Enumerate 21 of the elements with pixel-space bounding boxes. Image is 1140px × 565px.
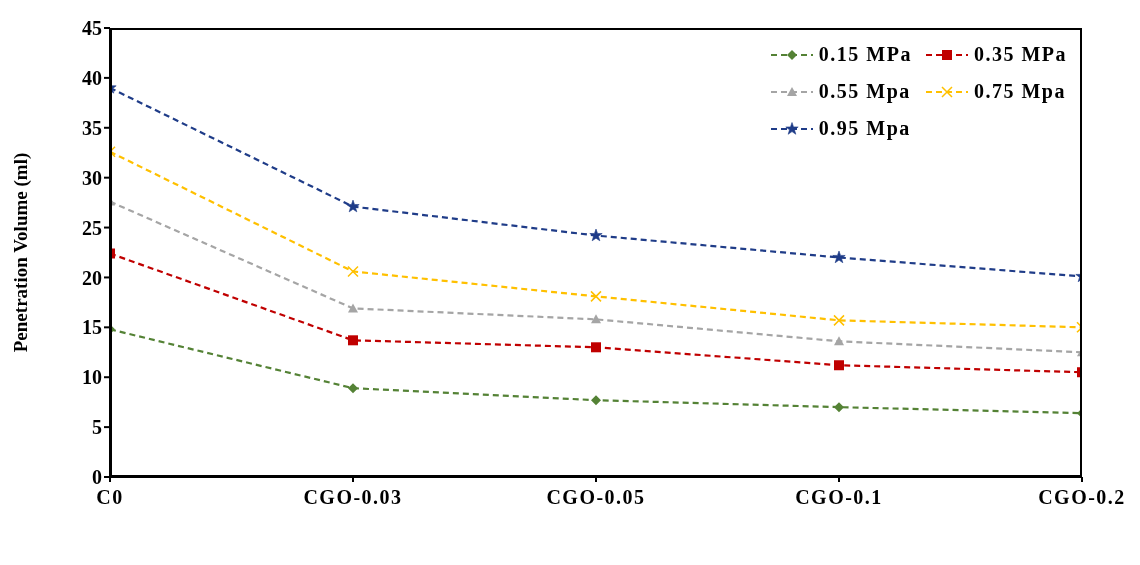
y-tick-label: 10 <box>82 366 102 389</box>
legend-label: 0.35 MPa <box>973 43 1067 66</box>
x-tick-label: CGO-0.05 <box>546 486 646 509</box>
y-tick-label: 35 <box>82 116 102 139</box>
x-tick-label: CGO-0.1 <box>795 486 883 509</box>
y-tick-label: 15 <box>82 316 102 339</box>
legend-label: 0.55 Mpa <box>818 80 911 103</box>
y-tick-label: 20 <box>82 266 102 289</box>
y-axis-title: Penetration Volume (ml) <box>9 152 32 353</box>
legend-label: 0.95 Mpa <box>818 117 911 140</box>
x-tick-label: CGO-0.03 <box>303 486 403 509</box>
x-tick-label: CGO-0.2 <box>1038 486 1126 509</box>
y-tick-label: 40 <box>82 66 102 89</box>
y-tick-label: 5 <box>92 416 102 439</box>
y-tick-label: 30 <box>82 166 102 189</box>
x-tick-label: C0 <box>96 486 124 509</box>
y-tick-label: 25 <box>82 216 102 239</box>
legend-label: 0.15 MPa <box>818 43 912 66</box>
y-tick-label: 0 <box>92 466 102 489</box>
y-tick-label: 45 <box>82 17 102 40</box>
legend-label: 0.75 Mpa <box>973 80 1066 103</box>
